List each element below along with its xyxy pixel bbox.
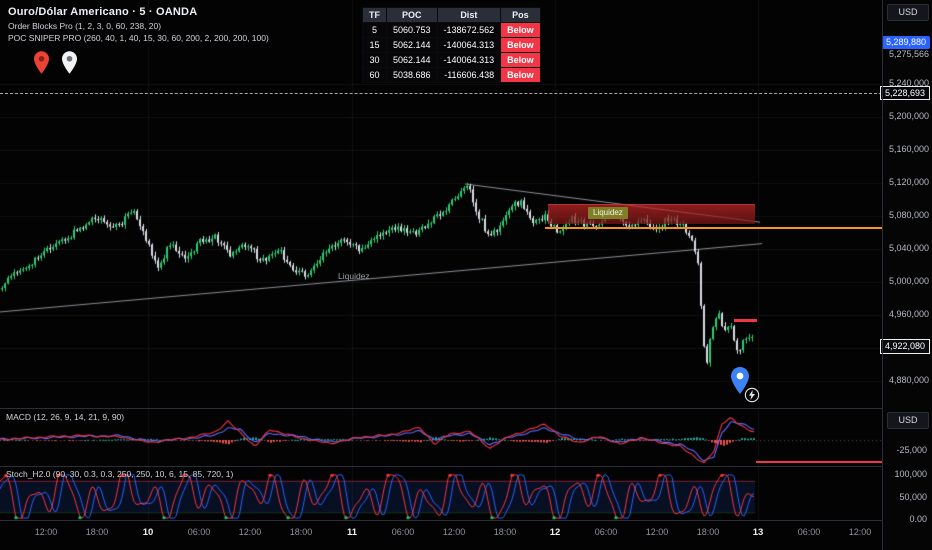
time-axis-label: 18:00 bbox=[696, 527, 720, 537]
price-axis-label: 5,200,000 bbox=[888, 111, 929, 121]
time-axis-label: 06:00 bbox=[187, 527, 211, 537]
indicator-poc-sniper-pro[interactable]: POC SNIPER PRO (260, 40, 1, 40, 15, 30, … bbox=[8, 33, 269, 43]
poc-header-poc: POC bbox=[386, 7, 438, 23]
table-row: 60 5038.686 -116606.438 Below bbox=[362, 67, 541, 83]
stoch-axis-label: 50,000 bbox=[899, 491, 927, 502]
time-axis-day-label: 13 bbox=[752, 527, 764, 538]
poc-table-header-row: TF POC Dist Pos bbox=[362, 7, 541, 23]
time-axis[interactable]: 12:00 18:00 10 06:00 12:00 18:00 11 06:00 12:00 1… bbox=[0, 521, 932, 550]
macd-alert-line bbox=[756, 461, 882, 463]
tf-cell: 15 bbox=[362, 37, 387, 53]
table-row: 30 5062.144 -140064.313 Below bbox=[362, 52, 541, 68]
dist-cell: -140064.313 bbox=[436, 37, 502, 53]
pos-badge: Below bbox=[500, 67, 541, 83]
stoch-axis-label: 0.00 bbox=[909, 514, 927, 524]
poc-orange-line bbox=[545, 227, 882, 229]
pane-separator[interactable] bbox=[0, 408, 932, 409]
red-map-pin-icon[interactable] bbox=[34, 51, 49, 74]
indicator-order-blocks-pro[interactable]: Order Blocks Pro (1, 2, 3, 0, 60, 238, 2… bbox=[8, 21, 162, 31]
stoch-pane-canvas[interactable] bbox=[0, 467, 882, 520]
dist-cell: -140064.313 bbox=[436, 52, 502, 68]
price-axis-label: 4,880,000 bbox=[888, 375, 929, 385]
liquidity-zone-label[interactable]: Liquidez bbox=[588, 207, 628, 220]
poc-header-tf: TF bbox=[362, 7, 387, 23]
time-axis-label: 06:00 bbox=[391, 527, 415, 537]
table-row: 5 5060.753 -138672.562 Below bbox=[362, 22, 541, 38]
time-axis-label: 12:00 bbox=[645, 527, 669, 537]
trendline-liquidez-label[interactable]: Liquidez bbox=[338, 271, 370, 281]
macd-currency-button[interactable]: USD bbox=[887, 412, 929, 429]
poc-cell: 5062.144 bbox=[386, 37, 438, 53]
dotted-price-line bbox=[0, 93, 882, 94]
dist-cell: -138672.562 bbox=[436, 22, 502, 38]
time-axis-label: 12:00 bbox=[34, 527, 58, 537]
price-axis-label: 5,160,000 bbox=[888, 144, 929, 154]
poc-header-dist: Dist bbox=[436, 7, 502, 23]
tf-cell: 30 bbox=[362, 52, 387, 68]
stoch-legend[interactable]: Stoch_H2.0 (90, 30, 0.3, 0.3, 250, 250, … bbox=[6, 469, 234, 479]
time-axis-label: 18:00 bbox=[85, 527, 109, 537]
price-axis-label: 5,080,000 bbox=[888, 210, 929, 220]
price-axis-label: 5,120,000 bbox=[888, 177, 929, 187]
highlight-price-badge: 5,289,880 bbox=[881, 35, 930, 49]
poc-cell: 5038.686 bbox=[386, 67, 438, 83]
price-axis-label: 4,960,000 bbox=[888, 309, 929, 319]
stoch-axis-label: 100,000 bbox=[894, 469, 927, 479]
table-row: 15 5062.144 -140064.313 Below bbox=[362, 37, 541, 53]
main-currency-button[interactable]: USD bbox=[887, 4, 929, 21]
time-axis-separator bbox=[0, 520, 932, 521]
red-level-segment bbox=[734, 319, 757, 322]
liquidity-supply-zone[interactable]: Liquidez bbox=[548, 204, 755, 224]
price-axis-separator bbox=[882, 0, 883, 550]
time-axis-label: 06:00 bbox=[594, 527, 618, 537]
poc-cell: 5060.753 bbox=[386, 22, 438, 38]
time-axis-label: 12:00 bbox=[442, 527, 466, 537]
chart-legend: Ouro/Dólar Americano · 5 · OANDA Order B… bbox=[8, 6, 269, 74]
macd-legend[interactable]: MACD (12, 26, 9, 14, 21, 9, 90) bbox=[6, 412, 125, 422]
time-axis-label: 06:00 bbox=[797, 527, 821, 537]
price-axis-label: 5,000,000 bbox=[888, 276, 929, 286]
time-axis-label: 12:00 bbox=[238, 527, 262, 537]
time-axis-label: 12:00 bbox=[848, 527, 872, 537]
tf-cell: 60 bbox=[362, 67, 387, 83]
poc-header-pos: Pos bbox=[500, 7, 541, 23]
price-axis-label: 5,040,000 bbox=[888, 243, 929, 253]
price-axis-label: 5,228,693 bbox=[879, 86, 930, 101]
white-map-pin-icon[interactable] bbox=[62, 51, 77, 74]
macd-axis-label: -25,000 bbox=[896, 445, 927, 455]
last-price-badge: 4,922,080 bbox=[879, 339, 930, 355]
pos-badge: Below bbox=[500, 37, 541, 53]
pane-separator[interactable] bbox=[0, 466, 932, 467]
macd-pane-canvas[interactable] bbox=[0, 409, 882, 466]
price-axis[interactable]: USD USD 5,289,880 5,275,566 5,240,000 5,228… bbox=[879, 0, 932, 550]
lightning-bolt-icon[interactable] bbox=[744, 387, 760, 408]
pin-markers bbox=[8, 51, 269, 74]
poc-table: TF POC Dist Pos 5 5060.753 -138672.562 B… bbox=[362, 7, 541, 83]
time-axis-label: 18:00 bbox=[493, 527, 517, 537]
price-axis-label: 5,275,566 bbox=[888, 48, 929, 59]
time-axis-day-label: 10 bbox=[142, 527, 154, 538]
time-axis-day-label: 11 bbox=[346, 527, 358, 538]
dist-cell: -116606.438 bbox=[436, 67, 502, 83]
blue-map-pin-icon[interactable] bbox=[731, 367, 749, 394]
symbol-title[interactable]: Ouro/Dólar Americano · 5 · OANDA bbox=[8, 6, 198, 18]
price-axis-label: 5,240,000 bbox=[888, 78, 929, 88]
poc-cell: 5062.144 bbox=[386, 52, 438, 68]
pos-badge: Below bbox=[500, 52, 541, 68]
tf-cell: 5 bbox=[362, 22, 387, 38]
time-axis-label: 18:00 bbox=[289, 527, 313, 537]
time-axis-day-label: 12 bbox=[549, 527, 561, 538]
pos-badge: Below bbox=[500, 22, 541, 38]
